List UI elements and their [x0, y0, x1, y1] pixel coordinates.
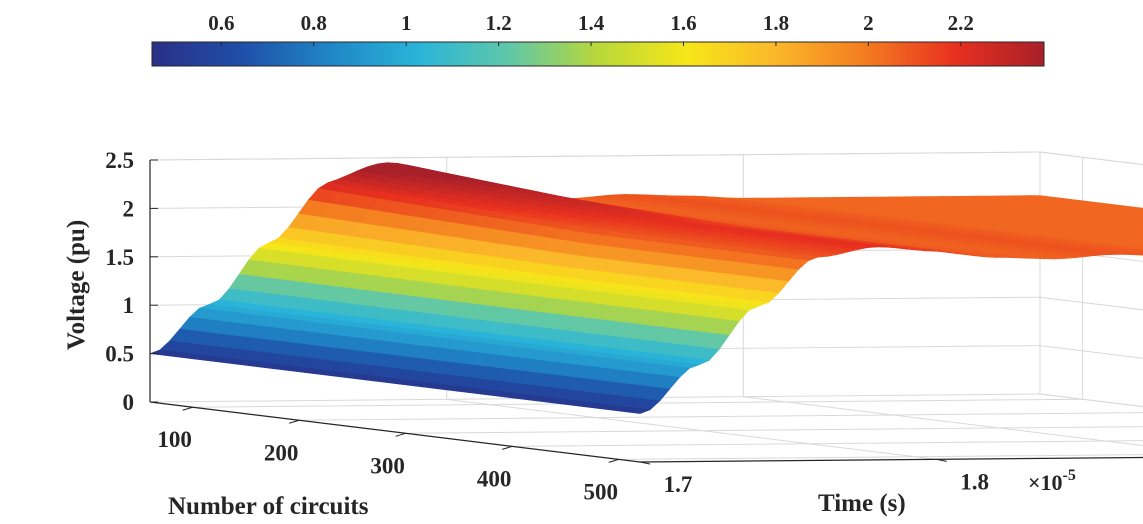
grid-line [1039, 345, 1143, 359]
grid-line [446, 398, 937, 460]
colorbar-tick-label: 1.6 [670, 11, 696, 35]
surface-patch [619, 407, 651, 414]
z-tick-label: 2 [123, 196, 135, 221]
x-axis-label: Number of circuits [168, 493, 369, 520]
box-edge [1039, 151, 1143, 166]
x-axis-ticks: 100 200 300 400 500 [157, 406, 619, 504]
x-tick-mark [182, 406, 193, 411]
z-tick-label: 0 [123, 390, 135, 415]
colorbar-tick-label: 1.4 [578, 11, 605, 35]
y-axis-ticks: 1.71.81.92 [639, 458, 989, 497]
time-multiplier-exponent: -5 [1063, 467, 1076, 484]
grid-line [618, 454, 1143, 460]
time-multiplier-base: ×10 [1028, 470, 1063, 495]
y-tick-mark [639, 461, 651, 465]
x-tick-label: 100 [157, 427, 192, 452]
z-tick-label: 1 [123, 293, 135, 318]
colorbar-tick-label: 1 [401, 11, 412, 35]
x-tick-mark [288, 419, 300, 424]
y-tick-label: 1.8 [960, 469, 989, 494]
x-tick-mark [608, 458, 619, 463]
colorbar-tick-label: 2.2 [948, 11, 974, 35]
colorbar-tick-label: 0.6 [208, 11, 234, 35]
grid-line [743, 396, 1143, 447]
voltage-surface [149, 162, 1143, 414]
y-axis-label: Time (s) [818, 490, 906, 517]
colorbar-ticks: 0.6 0.8 1 1.2 1.4 1.6 1.8 2 2.2 [208, 11, 974, 46]
z-tick-label: 2.5 [105, 148, 134, 173]
x-tick-mark [395, 432, 406, 437]
x-tick-label: 200 [264, 440, 299, 465]
x-axis-line [149, 401, 641, 463]
grid-line [1039, 296, 1143, 311]
y-tick-mark [936, 458, 947, 462]
box-edge [149, 151, 1041, 161]
grid-line [1039, 248, 1143, 262]
grid-line [299, 412, 1143, 421]
colorbar-tick-label: 1.8 [763, 11, 789, 35]
x-tick-label: 400 [477, 466, 512, 491]
colorbar-bar [151, 41, 1045, 67]
axes-lines [149, 160, 1143, 463]
colorbar-tick-label: 1.2 [486, 11, 512, 35]
z-tick-label: 1.5 [105, 245, 134, 270]
x-tick-mark [502, 445, 513, 450]
colorbar-tick-label: 2 [863, 11, 874, 35]
z-tick-label: 0.5 [105, 342, 134, 367]
colorbar: 0.6 0.8 1 1.2 1.4 1.6 1.8 2 2.2 [151, 11, 1045, 67]
z-axis-label: Voltage (pu) [63, 220, 90, 350]
y-tick-label: 1.7 [664, 472, 693, 497]
time-multiplier: ×10-5 [1028, 467, 1076, 495]
z-axis-ticks: 0 0.5 1 1.5 2 2.5 [105, 148, 158, 415]
grid-line [405, 426, 1143, 434]
grid-line [512, 440, 1143, 447]
colorbar-tick-label: 0.8 [301, 11, 327, 35]
grid-line [1039, 393, 1143, 408]
grid-line [1039, 393, 1143, 408]
x-tick-label: 500 [583, 479, 618, 504]
y-axis-line [639, 456, 1143, 463]
x-tick-label: 300 [370, 453, 405, 478]
